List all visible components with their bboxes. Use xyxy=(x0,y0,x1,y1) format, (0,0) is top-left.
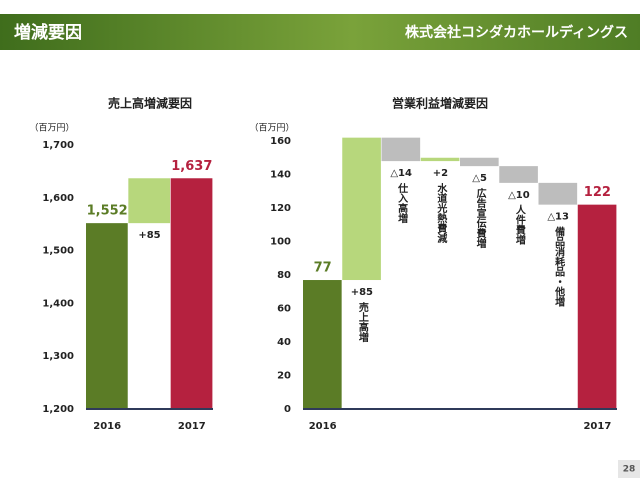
y-tick-label: 1,200 xyxy=(42,404,74,415)
value-label: +85 xyxy=(351,287,373,298)
y-tick-label: 1,400 xyxy=(42,298,74,309)
bar xyxy=(381,137,421,162)
value-label: △13 xyxy=(547,212,569,223)
y-tick-label: 100 xyxy=(270,237,291,248)
y-tick-label: 120 xyxy=(270,203,291,214)
y-tick-label: 160 xyxy=(270,136,291,147)
value-label: △5 xyxy=(472,173,487,184)
unit-label: （百万円） xyxy=(249,123,294,134)
header-title: 増減要因 xyxy=(14,22,82,43)
value-label: 1,637 xyxy=(171,159,212,174)
unit-label: （百万円） xyxy=(29,123,74,134)
y-tick-label: 0 xyxy=(284,404,291,415)
header-bar xyxy=(0,14,640,50)
y-tick-label: 20 xyxy=(277,371,291,382)
bar-note: 広告宣伝費増 xyxy=(474,187,486,249)
value-label: 77 xyxy=(314,261,332,276)
bar xyxy=(342,137,381,281)
bar-note: 売上高増 xyxy=(356,301,368,343)
page-number-box xyxy=(618,460,640,478)
y-tick-label: 40 xyxy=(277,337,291,348)
y-tick-label: 60 xyxy=(277,304,291,315)
bar-note: 仕入高増 xyxy=(396,182,409,224)
company-name: 株式会社コシダカホールディングス xyxy=(405,24,628,41)
bar xyxy=(577,204,617,409)
bar xyxy=(420,157,460,162)
y-tick-label: 80 xyxy=(277,270,291,281)
x-tick-label: 2017 xyxy=(178,421,206,432)
page-number: 28 xyxy=(623,465,636,475)
bar xyxy=(86,223,128,409)
y-tick-label: 1,600 xyxy=(42,193,74,204)
bar-note: 人件費増 xyxy=(513,204,525,246)
value-label: △14 xyxy=(390,168,412,179)
x-tick-label: 2016 xyxy=(93,421,121,432)
bar-note: 水道光熱費減 xyxy=(435,182,448,244)
bar xyxy=(499,166,538,183)
bar xyxy=(460,157,499,167)
chart-title: 売上高増減要因 xyxy=(108,96,192,111)
y-tick-label: 140 xyxy=(270,170,291,181)
y-tick-label: 1,300 xyxy=(42,351,74,362)
value-label: △10 xyxy=(508,190,530,201)
value-label: 122 xyxy=(584,185,611,200)
y-tick-label: 1,500 xyxy=(42,246,74,257)
value-label: +2 xyxy=(433,168,448,179)
x-tick-label: 2017 xyxy=(583,421,611,432)
value-label: +85 xyxy=(138,230,160,241)
bar xyxy=(538,182,578,205)
y-tick-label: 1,700 xyxy=(42,140,74,151)
bar xyxy=(303,280,342,409)
chart-title: 営業利益増減要因 xyxy=(392,96,488,111)
bar xyxy=(170,178,213,409)
bar-note: 備品消耗品・他増 xyxy=(553,225,566,307)
x-tick-label: 2016 xyxy=(309,421,337,432)
value-label: 1,552 xyxy=(87,204,128,219)
bar xyxy=(128,178,171,224)
